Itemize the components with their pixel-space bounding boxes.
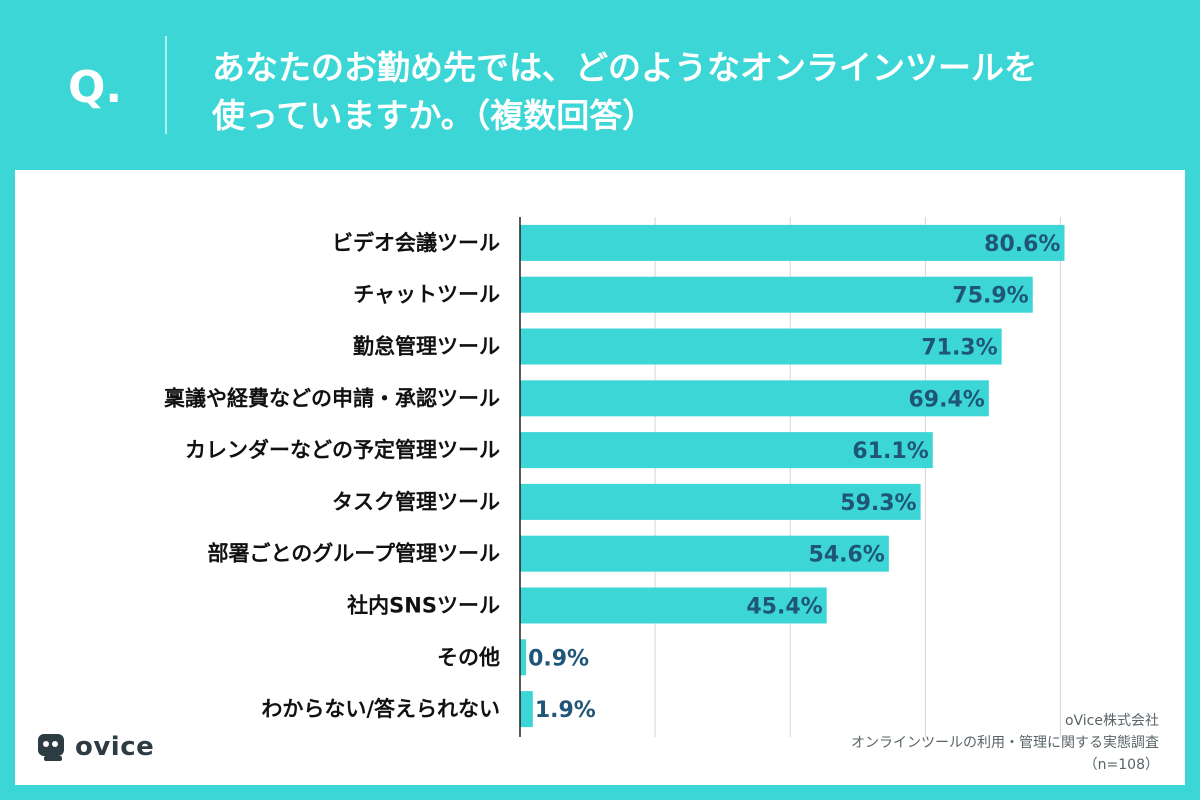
bar <box>520 276 1033 313</box>
category-label: その他 <box>437 645 500 669</box>
bar <box>520 535 889 572</box>
category-label: 社内SNSツール <box>346 594 500 618</box>
header-divider <box>165 36 167 134</box>
value-label: 1.9% <box>535 698 596 723</box>
source-survey: オンラインツールの利用・管理に関する実態調査 <box>851 735 1159 751</box>
value-label: 80.6% <box>984 232 1060 257</box>
category-label: ビデオ会議ツール <box>332 231 500 255</box>
category-label: 勤怠管理ツール <box>353 335 500 359</box>
bar-chart: ビデオ会議ツール 80.6% チャットツール 75.9% 勤怠管理ツール 71.3% 稟議や… <box>164 217 1065 737</box>
ovice-logo-icon <box>38 734 64 761</box>
chart-panel: ビデオ会議ツール 80.6% チャットツール 75.9% 勤怠管理ツール 71.3% 稟議や… <box>15 170 1185 785</box>
category-label: カレンダーなどの予定管理ツール <box>185 438 500 462</box>
bar <box>520 328 1002 365</box>
header: Q. あなたのお勤め先では、どのようなオンラインツールを 使っていますか。（複数… <box>0 0 1200 170</box>
ovice-logo: ovice <box>37 732 154 762</box>
value-label: 0.9% <box>528 646 589 671</box>
source-sample: （n=108） <box>1083 757 1159 773</box>
value-label: 69.4% <box>909 387 985 412</box>
bar <box>520 224 1065 261</box>
bar <box>520 587 827 624</box>
source-company: oVice株式会社 <box>1064 713 1159 729</box>
ovice-logo-text: ovice <box>75 732 155 762</box>
value-label: 45.4% <box>746 595 822 620</box>
value-label: 54.6% <box>809 543 885 568</box>
bar <box>520 483 921 520</box>
value-label: 75.9% <box>952 284 1028 309</box>
source-note: oVice株式会社 オンラインツールの利用・管理に関する実態調査 （n=108） <box>851 710 1159 776</box>
category-label: チャットツール <box>353 283 500 307</box>
value-label: 71.3% <box>921 336 997 361</box>
value-label: 61.1% <box>852 439 928 464</box>
question-mark: Q. <box>68 62 123 113</box>
bar <box>520 380 989 417</box>
value-label: 59.3% <box>840 491 916 516</box>
category-label: わからない/答えられない <box>261 697 500 721</box>
bar <box>520 691 533 728</box>
bar <box>520 639 527 676</box>
question-text: あなたのお勤め先では、どのようなオンラインツールを 使っていますか。（複数回答） <box>212 44 1152 140</box>
category-label: 部署ごとのグループ管理ツール <box>207 542 500 566</box>
question-line-1: あなたのお勤め先では、どのようなオンラインツールを <box>212 48 1037 87</box>
question-line-2: 使っていますか。（複数回答） <box>212 96 656 135</box>
category-label: 稟議や経費などの申請・承認ツール <box>164 386 500 410</box>
category-label: タスク管理ツール <box>332 490 500 514</box>
bar <box>520 432 933 469</box>
